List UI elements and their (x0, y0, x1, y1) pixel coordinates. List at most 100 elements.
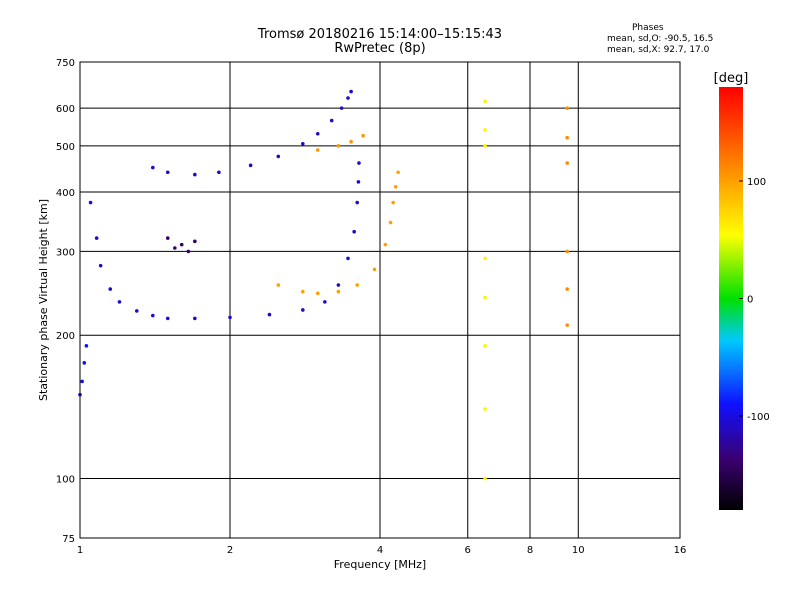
colorbar-ticks: 100 0 -100 (739, 177, 770, 423)
data-point (267, 312, 272, 317)
data-point (193, 316, 197, 321)
data-point (301, 141, 305, 146)
data-point (301, 308, 305, 312)
data-point (186, 249, 191, 254)
data-point (80, 379, 84, 384)
data-point (301, 289, 305, 294)
data-point (276, 154, 281, 159)
data-point (117, 300, 122, 304)
y-tick-label: 600 (56, 104, 75, 115)
data-point (372, 267, 377, 272)
data-point (82, 361, 87, 365)
data-point (248, 163, 253, 168)
data-point (336, 289, 341, 294)
data-point (352, 229, 356, 234)
phases-o-stats: mean, sd,O: -90.5, 16.5 (607, 34, 714, 44)
x-tick-label: 1 (77, 545, 83, 556)
data-point (349, 89, 353, 94)
data-point (134, 309, 139, 313)
colorbar-tick-label: 0 (747, 295, 753, 306)
data-point (165, 316, 170, 321)
data-point (357, 161, 361, 165)
colorbar-tick-label: -100 (747, 412, 770, 423)
data-point (361, 133, 365, 138)
data-point (339, 106, 344, 110)
data-point (346, 256, 350, 261)
y-tick-label: 750 (56, 58, 75, 69)
plot-frame (79, 61, 681, 539)
data-point (108, 287, 113, 291)
data-point (217, 170, 221, 175)
data-point (179, 242, 184, 247)
data-point (193, 239, 197, 244)
x-axis-label: Frequency [MHz] (334, 558, 426, 571)
data-point (276, 283, 281, 287)
colorbar-label: [deg] (714, 71, 749, 86)
data-point (336, 144, 341, 148)
data-point (151, 165, 155, 170)
data-point (349, 139, 353, 144)
data-point (483, 407, 487, 411)
data-point (483, 144, 487, 148)
data-point (173, 246, 177, 250)
data-point (396, 170, 400, 175)
data-point (315, 291, 320, 296)
data-point (355, 200, 359, 205)
data-point (565, 161, 569, 165)
data-point (565, 287, 569, 291)
data-point (165, 170, 170, 175)
data-point (355, 283, 359, 287)
y-tick-label: 500 (56, 142, 75, 153)
data-point (565, 249, 569, 254)
axis-ticks: 1 2 4 6 8 10 16 75 100 200 300 400 500 600 750 (56, 58, 686, 556)
data-point (193, 172, 197, 177)
data-point (336, 283, 341, 287)
x-tick-label: 8 (527, 545, 533, 556)
phases-x-stats: mean, sd,X: 92.7, 17.0 (607, 45, 710, 55)
data-point (483, 99, 487, 104)
data-point (94, 236, 99, 240)
y-tick-label: 100 (56, 475, 75, 486)
y-tick-label: 400 (56, 188, 75, 199)
data-point (151, 313, 155, 318)
data-point (565, 135, 569, 140)
data-point (356, 180, 361, 184)
data-point (483, 476, 487, 481)
y-tick-label: 300 (56, 247, 75, 258)
y-tick-label: 200 (56, 331, 75, 342)
x-tick-label: 4 (377, 545, 383, 556)
data-point (315, 131, 320, 136)
data-point (323, 300, 327, 304)
grid-lines (80, 62, 680, 538)
data-point (346, 96, 350, 100)
x-tick-label: 10 (572, 545, 585, 556)
y-axis-label: Stationary phase Virtual Height [km] (37, 199, 50, 401)
chart-title: Tromsø 20180216 15:14:00–15:15:43 (257, 27, 503, 42)
data-point (483, 344, 487, 348)
data-point (565, 106, 569, 110)
x-tick-label: 2 (227, 545, 233, 556)
data-point (98, 263, 103, 268)
x-tick-label: 16 (674, 545, 687, 556)
data-point (483, 256, 487, 261)
data-points (78, 89, 569, 481)
data-point (88, 200, 93, 205)
chart-subtitle: RwPretec (8p) (334, 41, 426, 56)
data-point (388, 220, 393, 225)
data-point (383, 242, 388, 247)
phases-title: Phases (632, 23, 664, 33)
data-point (483, 128, 487, 132)
data-point (329, 118, 334, 123)
y-tick-label: 75 (62, 534, 75, 545)
colorbar-tick-label: 100 (747, 177, 766, 188)
data-point (228, 315, 232, 320)
x-tick-label: 6 (465, 545, 471, 556)
data-point (393, 185, 398, 189)
data-point (391, 200, 395, 205)
data-point (565, 323, 569, 327)
data-point (315, 148, 320, 152)
data-point (165, 236, 170, 240)
data-point (483, 295, 487, 300)
data-point (84, 344, 89, 348)
